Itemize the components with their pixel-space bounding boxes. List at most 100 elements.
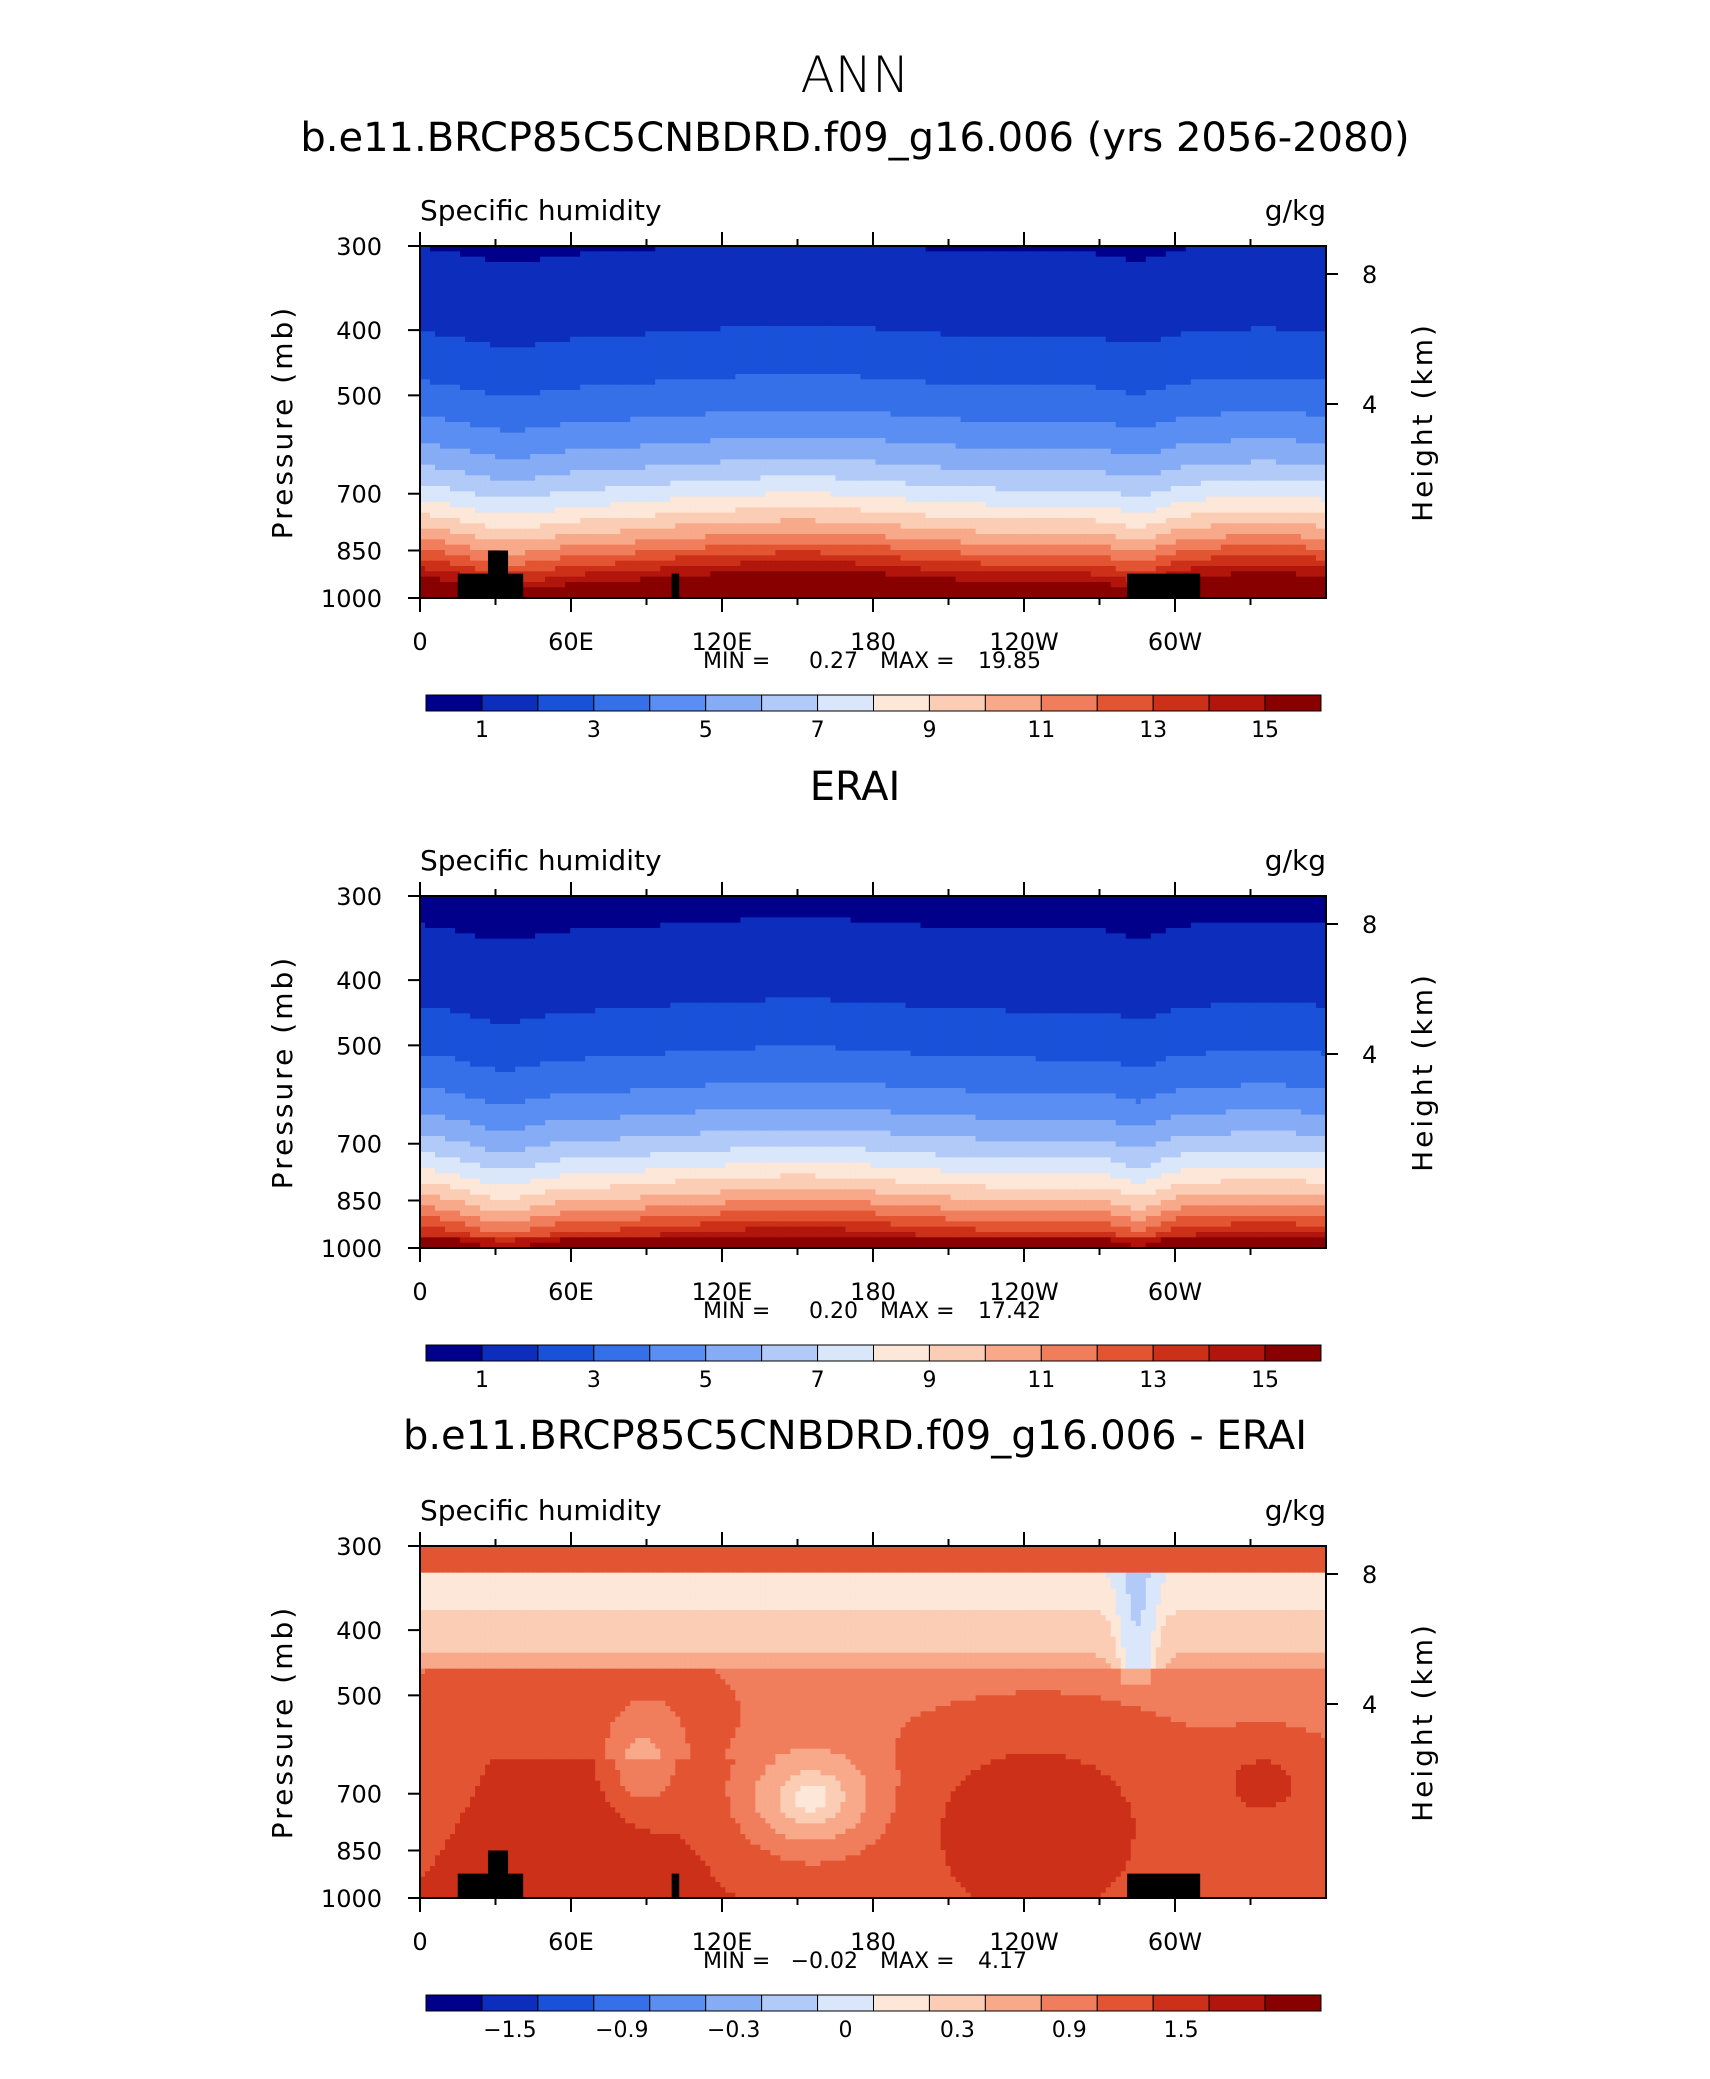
contour-cell (1100, 278, 1107, 284)
contour-cell (770, 294, 776, 300)
contour-cell (1005, 347, 1012, 354)
contour-cell (645, 320, 651, 327)
contour-cell (975, 294, 982, 300)
contour-cell (850, 368, 857, 375)
contour-cell (435, 358, 441, 364)
contour-cell (490, 331, 496, 338)
contour-cell (1270, 304, 1277, 311)
contour-cell (1295, 272, 1302, 279)
contour-cell (980, 352, 987, 359)
contour-cell (535, 278, 541, 284)
contour-cell (1280, 358, 1287, 364)
contour-cell (965, 368, 972, 375)
contour-cell (865, 390, 872, 396)
contour-cell (705, 390, 711, 396)
contour-cell (640, 336, 646, 343)
contour-cell (1115, 363, 1122, 370)
contour-cell (960, 288, 967, 295)
contour-cell (735, 347, 741, 354)
contour-cell (500, 294, 506, 300)
contour-cell (715, 262, 721, 268)
contour-cell (830, 262, 837, 268)
contour-cell (565, 336, 571, 343)
contour-cell (1300, 288, 1307, 295)
contour-cell (585, 384, 591, 391)
contour-cell (1260, 304, 1267, 311)
contour-cell (435, 315, 441, 322)
contour-cell (990, 331, 997, 338)
contour-cell (685, 251, 691, 258)
contour-cell (1145, 331, 1152, 338)
contour-cell (530, 251, 536, 258)
contour-cell (1105, 347, 1112, 354)
contour-cell (720, 374, 726, 380)
contour-cell (995, 304, 1002, 311)
contour-cell (1030, 304, 1037, 311)
contour-cell (900, 342, 907, 348)
contour-cell (685, 320, 691, 327)
contour-cell (435, 299, 441, 306)
contour-cell (865, 336, 872, 343)
contour-cell (860, 294, 867, 300)
contour-cell (1075, 310, 1082, 316)
contour-cell (880, 358, 887, 364)
contour-cell (480, 331, 486, 338)
contour-cell (800, 379, 807, 386)
contour-cell (775, 246, 781, 252)
contour-cell (815, 278, 822, 284)
contour-cell (795, 379, 802, 386)
contour-cell (450, 326, 456, 332)
contour-cell (1205, 310, 1212, 316)
contour-cell (535, 374, 541, 380)
contour-cell (630, 272, 636, 279)
contour-cell (695, 336, 701, 343)
contour-cell (425, 390, 431, 396)
contour-cell (1080, 326, 1087, 332)
contour-cell (770, 363, 776, 370)
contour-cell (485, 336, 491, 343)
contour-cell (1275, 304, 1282, 311)
contour-cell (940, 368, 947, 375)
contour-cell (435, 390, 441, 396)
contour-cell (695, 294, 701, 300)
contour-cell (1245, 352, 1252, 359)
contour-cell (890, 342, 897, 348)
contour-cell (1120, 326, 1127, 332)
contour-cell (1185, 363, 1192, 370)
contour-cell (865, 310, 872, 316)
contour-cell (910, 304, 917, 311)
contour-cell (1010, 363, 1017, 370)
contour-cell (765, 246, 771, 252)
contour-cell (665, 283, 671, 290)
contour-cell (685, 374, 691, 380)
contour-cell (845, 336, 852, 343)
contour-cell (500, 246, 506, 252)
contour-cell (490, 267, 496, 274)
contour-cell (1200, 251, 1207, 258)
contour-cell (1240, 342, 1247, 348)
contour-cell (445, 336, 451, 343)
contour-cell (1135, 368, 1142, 375)
contour-cell (795, 246, 802, 252)
contour-cell (755, 267, 761, 274)
contour-cell (840, 304, 847, 311)
contour-cell (1205, 278, 1212, 284)
contour-cell (955, 320, 962, 327)
contour-cell (535, 251, 541, 258)
contour-cell (860, 256, 867, 263)
contour-cell (670, 256, 676, 263)
contour-cell (910, 374, 917, 380)
contour-cell (1180, 256, 1187, 263)
contour-cell (915, 304, 922, 311)
contour-cell (540, 262, 546, 268)
contour-cell (800, 320, 807, 327)
contour-cell (1255, 379, 1262, 386)
contour-cell (960, 379, 967, 386)
contour-cell (970, 347, 977, 354)
contour-cell (500, 267, 506, 274)
contour-cell (775, 379, 781, 386)
contour-cell (1165, 379, 1172, 386)
contour-cell (1215, 347, 1222, 354)
contour-cell (495, 368, 501, 375)
contour-cell (1290, 326, 1297, 332)
